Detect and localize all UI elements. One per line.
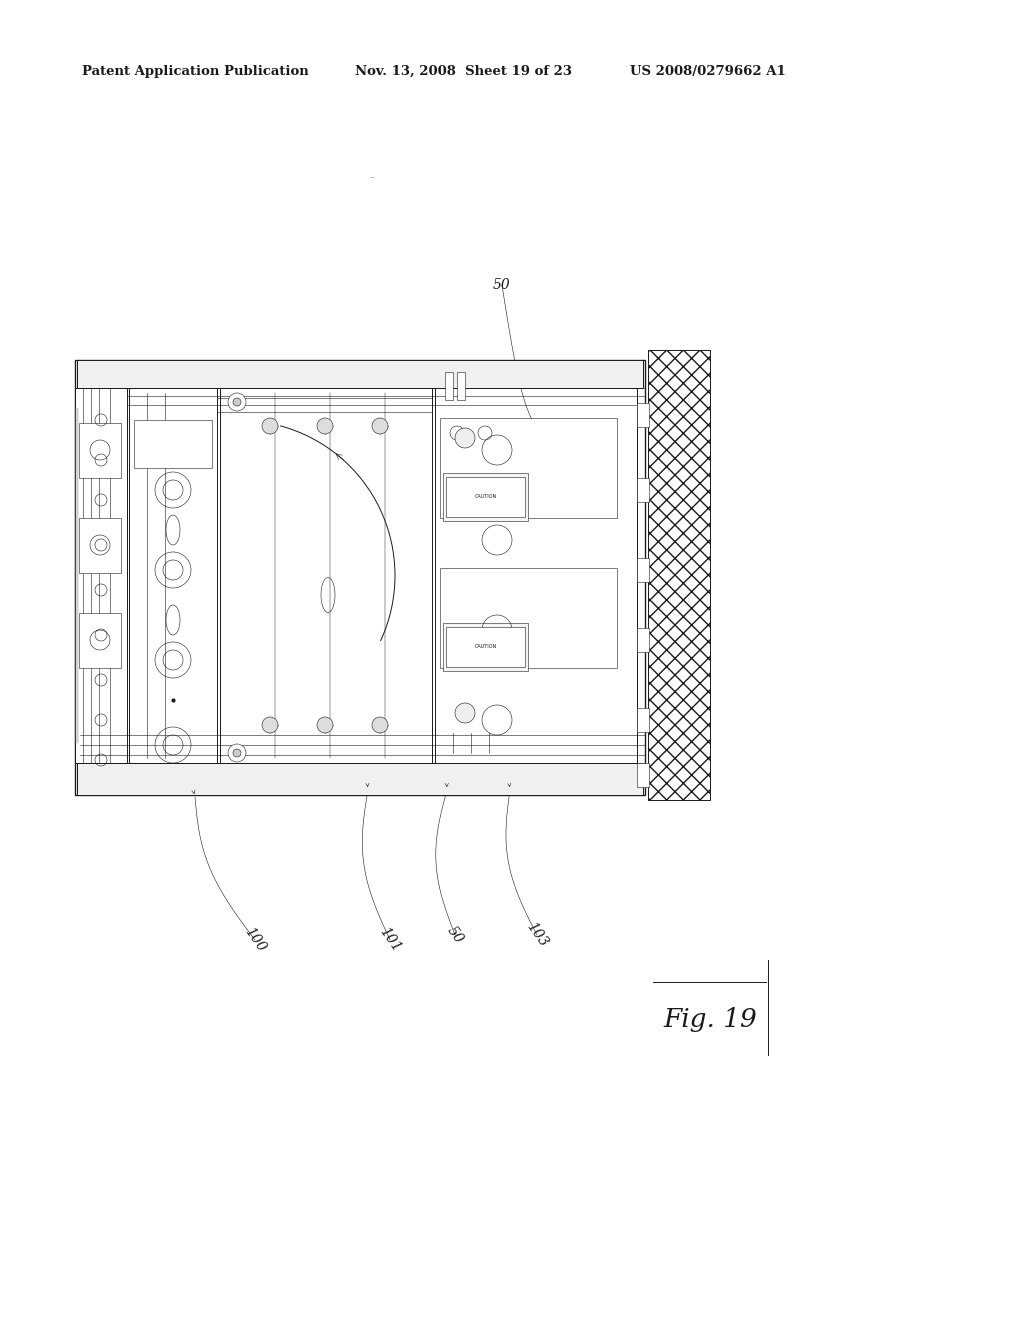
Bar — [440, 568, 617, 668]
Text: –: – — [370, 172, 375, 182]
Bar — [77, 763, 643, 795]
Text: US 2008/0279662 A1: US 2008/0279662 A1 — [630, 65, 785, 78]
Text: Fig. 19: Fig. 19 — [663, 1007, 757, 1032]
Bar — [443, 623, 528, 671]
Circle shape — [228, 393, 246, 411]
Bar — [637, 478, 649, 502]
Circle shape — [372, 418, 388, 434]
Bar — [129, 388, 217, 763]
Bar — [440, 418, 617, 517]
Circle shape — [372, 717, 388, 733]
Bar — [637, 708, 649, 733]
Text: Patent Application Publication: Patent Application Publication — [82, 65, 309, 78]
Circle shape — [455, 428, 475, 447]
Circle shape — [317, 717, 333, 733]
Bar — [75, 388, 127, 763]
Circle shape — [228, 744, 246, 762]
Circle shape — [455, 704, 475, 723]
Bar — [446, 627, 525, 667]
Bar — [637, 403, 649, 426]
Circle shape — [233, 748, 241, 756]
Bar — [79, 612, 121, 668]
Circle shape — [262, 717, 278, 733]
Bar — [79, 422, 121, 478]
Text: CAUTION: CAUTION — [474, 644, 497, 649]
Circle shape — [262, 418, 278, 434]
Bar — [637, 628, 649, 652]
Text: CAUTION: CAUTION — [474, 495, 497, 499]
Bar — [134, 420, 212, 469]
Text: 50: 50 — [494, 279, 511, 292]
Bar — [435, 388, 637, 763]
Text: 103: 103 — [523, 920, 550, 950]
Bar — [637, 558, 649, 582]
Bar — [77, 360, 643, 388]
Bar — [445, 372, 453, 400]
Bar — [446, 477, 525, 517]
Bar — [79, 517, 121, 573]
Text: 100: 100 — [242, 925, 268, 954]
Bar — [637, 763, 649, 787]
Bar — [457, 372, 465, 400]
Bar — [648, 350, 710, 800]
Circle shape — [317, 418, 333, 434]
Bar — [75, 360, 645, 795]
Text: Nov. 13, 2008  Sheet 19 of 23: Nov. 13, 2008 Sheet 19 of 23 — [355, 65, 572, 78]
Text: 50: 50 — [444, 924, 466, 946]
Text: 101: 101 — [377, 925, 403, 954]
Circle shape — [233, 399, 241, 407]
Bar — [220, 388, 432, 763]
Bar — [443, 473, 528, 521]
